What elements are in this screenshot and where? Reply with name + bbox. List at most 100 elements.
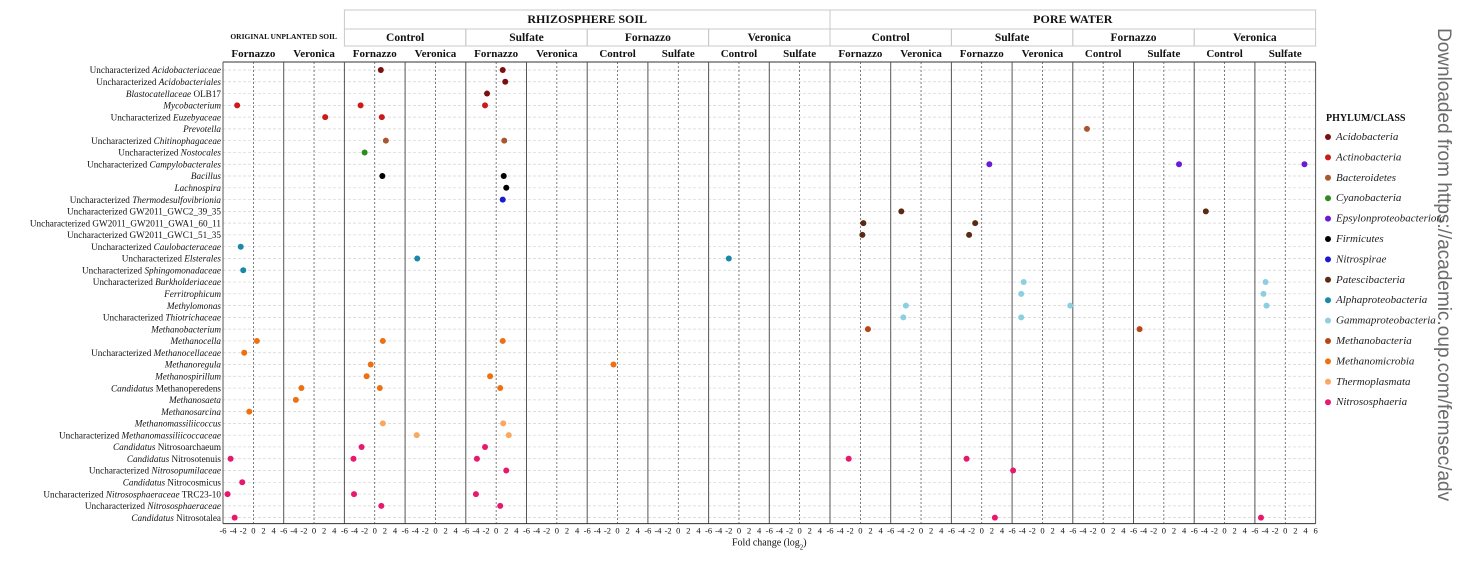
x-tick-label: -6 [402, 526, 409, 536]
x-tick-label: 0 [494, 526, 498, 536]
x-tick-label: 2 [686, 526, 690, 536]
x-tick-label: 2 [868, 526, 872, 536]
header-column-label: Sulfate [662, 48, 695, 60]
legend-marker [1325, 154, 1331, 161]
header-subgroup-label: Sulfate [995, 32, 1030, 44]
row-label-part: Uncharacterized [103, 313, 165, 323]
row-label: Lachnospira [174, 183, 222, 193]
column-header: ORIGINAL UNPLANTED SOIL RHIZOSPHERE SOIL P… [223, 9, 1317, 63]
x-tick-label: -6 [705, 526, 712, 536]
data-point [859, 231, 866, 238]
header-column-label: Fornazzo [353, 48, 397, 60]
header-column-label: Veronica [536, 48, 578, 60]
data-point [377, 67, 384, 73]
header-column-label: Control [1085, 48, 1121, 60]
row-label-part: Uncharacterized [91, 242, 153, 252]
row-label-part: Methanomassiliicoccus [134, 419, 222, 429]
row-label-part: Uncharacterized [122, 254, 184, 264]
row-label-part: Blastocatellaceae [126, 89, 191, 99]
legend-item-label: Thermoplasmata [1336, 376, 1411, 388]
x-tick-label: 0 [919, 526, 923, 536]
row-label: Methanoregula [164, 360, 222, 370]
legend-item-label: Gammaproteobacteria [1336, 315, 1436, 327]
row-label: Uncharacterized Caulobacteraceae [91, 242, 221, 252]
data-point [378, 502, 385, 509]
legend-item-label: Cyanobacteria [1336, 192, 1402, 204]
legend-marker [1325, 399, 1331, 406]
row-label: Uncharacterized Nostocales [118, 148, 221, 158]
row-label: Ferritrophicum [163, 289, 221, 299]
x-tick-label: 0 [858, 526, 862, 536]
data-point [414, 255, 421, 262]
row-label-part: Burkholderiaceae [155, 277, 221, 287]
legend-item-label: Methanomicrobia [1335, 355, 1415, 367]
data-point [382, 137, 389, 144]
x-tick-label: -2 [665, 526, 672, 536]
grid-lines [222, 62, 1317, 525]
row-label-part: TRC23-10 [180, 489, 222, 499]
row-label-part: Prevotella [182, 124, 221, 134]
row-label-part: Uncharacterized GW2011_GWC2_39_35 [67, 207, 221, 217]
header-column-label: Veronica [415, 48, 457, 60]
header-column-label: Veronica [1022, 48, 1064, 60]
row-label: Uncharacterized Campylobacterales [87, 159, 221, 169]
row-label: Uncharacterized Nitrososphaeraceae [85, 501, 221, 511]
x-tick-label: -6 [766, 526, 773, 536]
row-label-part: Nitrosopumilaceae [150, 466, 221, 476]
data-point [972, 220, 979, 227]
row-label: Uncharacterized Methanocellaceae [91, 348, 221, 358]
data-point [966, 231, 973, 238]
x-tick-label: 0 [615, 526, 619, 536]
x-tick-label: 4 [575, 526, 580, 536]
header-column-label: Control [1206, 48, 1242, 60]
x-tick-label: -6 [1009, 526, 1016, 536]
row-labels: Uncharacterized AcidobacteriaceaeUnchara… [30, 65, 222, 523]
x-tick-label: 2 [1050, 526, 1054, 536]
legend-item-label: Patescibacteria [1335, 274, 1406, 286]
x-tick-label: 4 [818, 526, 823, 536]
x-tick-label: 4 [454, 526, 459, 536]
x-tick-label: 2 [565, 526, 569, 536]
x-tick-label: 4 [1121, 526, 1126, 536]
data-point [610, 361, 617, 368]
x-tick-label: -2 [1272, 526, 1279, 536]
x-tick-label: 2 [626, 526, 630, 536]
row-label-part: Sphingomonadaceae [144, 265, 221, 275]
x-tick-label: -6 [219, 526, 226, 536]
data-point [860, 220, 867, 227]
row-label: Uncharacterized Methanomassiliicoccaceae [59, 430, 221, 440]
x-tick-label: 2 [1111, 526, 1115, 536]
data-point [503, 184, 510, 191]
row-label-part: Uncharacterized [111, 112, 173, 122]
x-tick-label: -6 [1069, 526, 1076, 536]
row-label-part: Bacillus [191, 171, 222, 181]
data-point [231, 514, 238, 521]
row-label-part: Lachnospira [174, 183, 222, 193]
data-point [361, 149, 368, 156]
row-label: Bacillus [191, 171, 222, 181]
x-tick-label: 4 [757, 526, 762, 536]
row-label: Candidatus Methanoperedens [111, 383, 221, 393]
x-tick-label: 4 [332, 526, 337, 536]
data-point [497, 385, 504, 392]
header-group-label: ORIGINAL UNPLANTED SOIL [230, 32, 337, 41]
x-tick-label: 0 [798, 526, 802, 536]
x-tick-label: 4 [271, 526, 276, 536]
header-subgroup-label: Veronica [1233, 32, 1277, 44]
x-tick-label: 2 [383, 526, 387, 536]
legend-item-label: Acidobacteria [1335, 131, 1399, 143]
row-label: Candidatus Nitrosotenuis [127, 454, 222, 464]
legend-item-label: Bacteroidetes [1336, 172, 1396, 184]
x-tick-label: 0 [1222, 526, 1226, 536]
x-tick-label: -2 [1150, 526, 1157, 536]
data-point [900, 314, 907, 321]
legend-item-label: Alphaproteobacteria [1335, 294, 1428, 306]
x-tick-label: -2 [968, 526, 975, 536]
row-label-part: Nitrosotenuis [169, 454, 221, 464]
x-tick-label: -2 [240, 526, 247, 536]
row-label: Candidatus Nitrocosmicus [123, 478, 222, 488]
x-tick-label: -4 [715, 526, 723, 536]
x-tick-label: -4 [472, 526, 480, 536]
data-point [963, 455, 970, 462]
data-point [725, 255, 732, 262]
